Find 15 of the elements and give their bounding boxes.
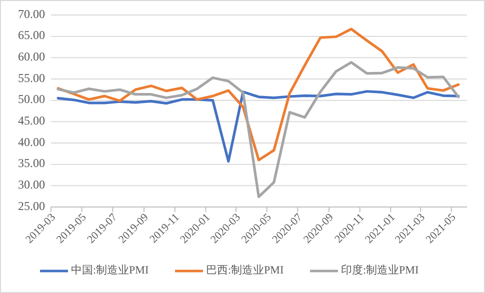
legend-label: 印度:制造业PMI: [341, 264, 419, 277]
legend-label: 中国:制造业PMI: [71, 264, 149, 277]
y-tick-label: 55.00: [18, 70, 45, 85]
y-tick-label: 45.00: [18, 113, 45, 128]
y-tick-label: 50.00: [18, 92, 45, 106]
line-series: [56, 90, 460, 163]
legend-label: 巴西:制造业PMI: [206, 264, 284, 277]
y-tick-label: 35.00: [18, 156, 45, 170]
y-tick-label: 40.00: [18, 134, 45, 149]
y-tick-label: 25.00: [18, 198, 45, 213]
line-series: [56, 61, 460, 198]
y-tick-label: 70.00: [18, 6, 45, 21]
y-tick-label: 60.00: [18, 49, 45, 64]
y-tick-label: 30.00: [18, 177, 45, 192]
y-tick-label: 65.00: [18, 28, 45, 42]
